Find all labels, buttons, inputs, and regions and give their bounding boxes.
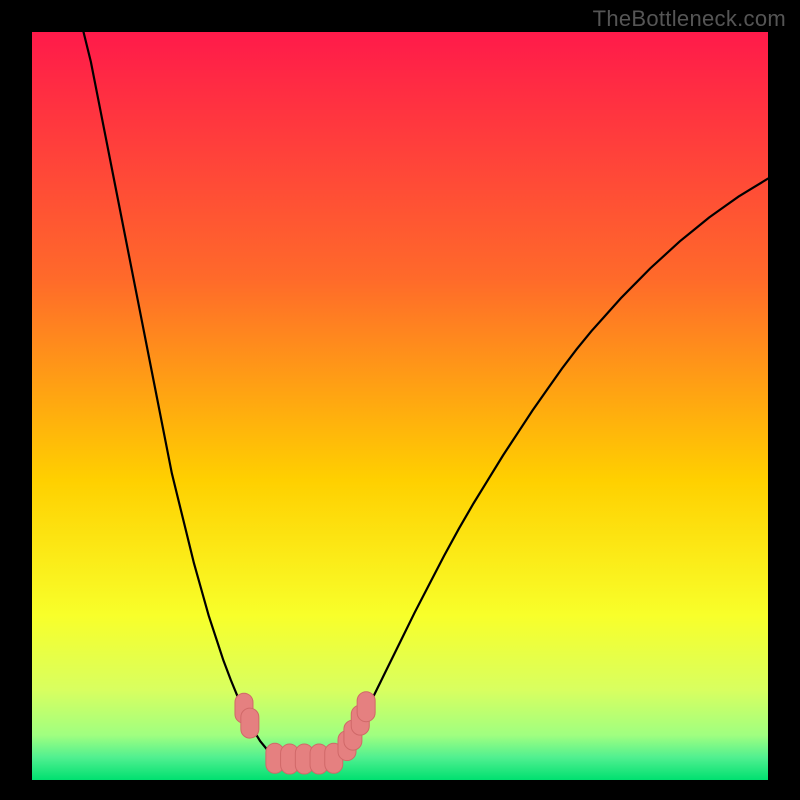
- right-curve: [326, 179, 768, 759]
- chart-svg: [0, 0, 800, 800]
- watermark-text: TheBottleneck.com: [593, 6, 786, 32]
- valley-marker: [357, 692, 375, 722]
- marker-layer: [235, 692, 375, 774]
- curve-layer: [84, 32, 768, 759]
- left-curve: [84, 32, 283, 759]
- valley-marker: [241, 708, 259, 738]
